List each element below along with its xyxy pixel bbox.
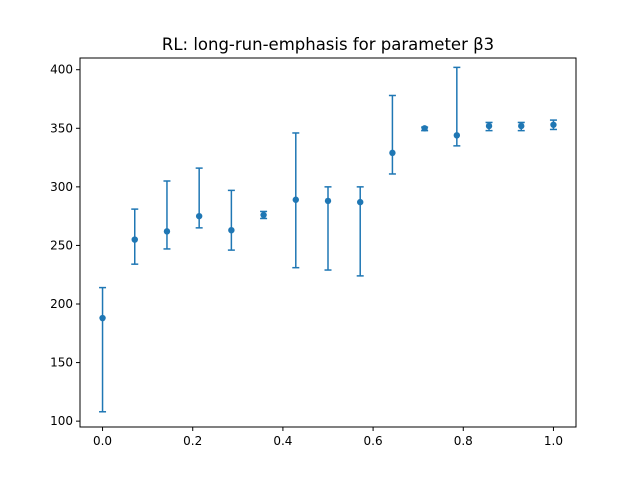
data-point [485, 122, 493, 130]
x-axis: 0.0 0.2 0.4 0.6 0.8 1.0 [93, 427, 563, 448]
y-tick-label: 350 [50, 121, 73, 135]
data-point [195, 212, 203, 220]
chart-title: RL: long-run-emphasis for parameter β3 [162, 35, 494, 54]
data-point [163, 228, 171, 235]
y-tick-label: 250 [50, 238, 73, 252]
data-point [260, 211, 267, 219]
data-point [518, 122, 525, 130]
data-point [99, 314, 106, 322]
y-tick-label: 150 [50, 356, 73, 370]
data-point [131, 236, 138, 243]
data-point [357, 198, 364, 206]
data-point [389, 149, 396, 157]
x-tick-label: 0.6 [364, 434, 383, 448]
data-point [421, 125, 428, 132]
plot-marks [99, 66, 557, 413]
y-tick-label: 300 [50, 180, 73, 194]
data-point [292, 196, 299, 203]
x-tick-label: 0.2 [183, 434, 202, 448]
y-tick-label: 400 [50, 63, 73, 77]
y-tick-label: 200 [50, 297, 73, 311]
x-tick-label: 1.0 [544, 434, 563, 448]
data-point [324, 197, 332, 205]
data-point [550, 121, 557, 128]
x-tick-label: 0.4 [273, 434, 292, 448]
x-tick-label: 0.8 [454, 434, 473, 448]
data-point [453, 132, 461, 139]
y-axis: 100 150 200 250 300 350 400 [50, 63, 80, 428]
x-tick-label: 0.0 [93, 434, 112, 448]
data-point [228, 227, 235, 234]
y-tick-label: 100 [50, 414, 73, 428]
axes-frame [79, 57, 577, 428]
